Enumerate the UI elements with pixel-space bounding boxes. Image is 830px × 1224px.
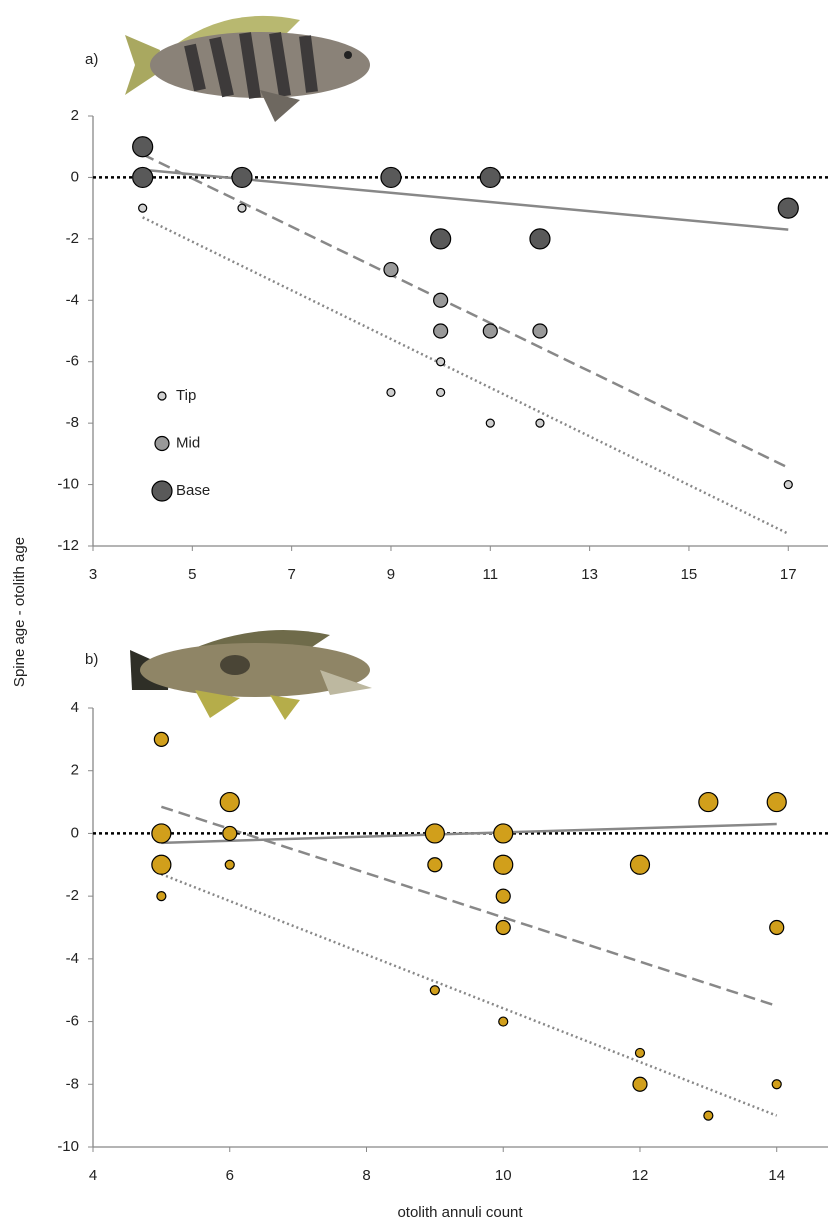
x-tick-label: 14 xyxy=(768,1167,785,1184)
fish-illustration-a xyxy=(125,15,370,122)
data-point xyxy=(493,854,514,875)
x-tick-label: 5 xyxy=(188,566,196,583)
data-point xyxy=(153,731,169,747)
legend-label: Tip xyxy=(176,387,196,404)
trend-line xyxy=(161,822,777,845)
y-tick-label: -4 xyxy=(66,291,79,308)
data-point xyxy=(529,228,551,250)
x-tick-label: 8 xyxy=(362,1167,370,1184)
y-tick-label: 2 xyxy=(71,107,79,124)
y-tick-label: -2 xyxy=(66,230,79,247)
data-point xyxy=(495,919,511,936)
x-tick-label: 13 xyxy=(581,566,598,583)
trend-line xyxy=(142,153,789,469)
data-point xyxy=(219,791,240,813)
data-point xyxy=(532,323,548,339)
trend-line xyxy=(160,805,778,1008)
data-point xyxy=(427,857,443,873)
y-tick-label: -6 xyxy=(66,1013,79,1030)
trend-line xyxy=(160,873,778,1117)
legend-marker xyxy=(154,435,170,452)
data-point xyxy=(493,823,514,844)
trend-line xyxy=(142,216,789,535)
x-tick-label: 17 xyxy=(780,566,797,583)
y-tick-label: -6 xyxy=(66,353,79,370)
data-point xyxy=(132,136,154,158)
x-tick-label: 6 xyxy=(226,1167,234,1184)
data-point xyxy=(430,228,452,250)
y-tick-label: -2 xyxy=(66,887,79,904)
fish-illustration-b xyxy=(130,630,372,720)
y-tick-label: -12 xyxy=(57,537,79,554)
legend-label: Mid xyxy=(176,434,200,451)
data-point xyxy=(634,1047,646,1059)
data-point xyxy=(777,197,799,219)
data-point xyxy=(151,823,172,844)
y-axis-label: Spine age - otolith age xyxy=(11,537,28,687)
x-tick-label: 11 xyxy=(483,566,499,583)
y-tick-label: 4 xyxy=(71,699,79,716)
legend-marker xyxy=(157,391,167,401)
data-point xyxy=(498,1016,509,1027)
data-point xyxy=(771,1079,782,1090)
data-point xyxy=(436,387,446,398)
y-tick-label: -10 xyxy=(57,476,79,493)
legend-marker xyxy=(151,480,173,502)
data-point xyxy=(482,323,498,339)
panel-label: a) xyxy=(85,51,98,68)
y-tick-label: -10 xyxy=(57,1138,79,1155)
y-tick-label: 2 xyxy=(71,762,79,779)
data-point xyxy=(433,323,449,339)
data-point xyxy=(495,888,511,904)
data-point xyxy=(766,791,787,813)
panel-label: b) xyxy=(85,651,98,668)
data-point xyxy=(783,479,793,490)
data-point xyxy=(769,919,785,936)
legend-label: Base xyxy=(176,482,210,499)
data-point xyxy=(380,166,402,189)
data-point xyxy=(222,825,238,842)
data-point xyxy=(629,854,651,875)
data-point xyxy=(383,261,399,278)
data-point xyxy=(698,791,719,813)
x-tick-label: 9 xyxy=(387,566,395,583)
x-tick-label: 10 xyxy=(495,1167,512,1184)
data-point xyxy=(485,418,495,428)
x-tick-label: 15 xyxy=(681,566,698,583)
data-point xyxy=(237,203,247,213)
y-tick-label: 0 xyxy=(71,824,79,841)
data-point xyxy=(156,891,167,902)
data-point xyxy=(433,292,449,308)
data-point xyxy=(703,1110,714,1121)
data-point xyxy=(138,203,148,213)
x-axis-label: otolith annuli count xyxy=(397,1204,523,1221)
data-point xyxy=(231,166,253,189)
data-point xyxy=(479,166,501,189)
data-point xyxy=(632,1076,648,1092)
data-point xyxy=(132,166,154,189)
data-point xyxy=(424,823,445,844)
data-point xyxy=(224,859,235,870)
x-tick-label: 3 xyxy=(89,566,97,583)
data-point xyxy=(429,985,440,996)
y-tick-label: 0 xyxy=(71,168,79,185)
x-tick-label: 4 xyxy=(89,1167,97,1184)
data-point xyxy=(535,418,545,428)
x-tick-label: 12 xyxy=(632,1167,649,1184)
x-tick-label: 7 xyxy=(287,566,295,583)
y-tick-label: -8 xyxy=(66,1075,79,1092)
data-point xyxy=(151,854,172,875)
y-tick-label: -8 xyxy=(66,414,79,431)
data-point xyxy=(436,357,446,367)
data-point xyxy=(386,387,396,398)
y-tick-label: -4 xyxy=(66,950,79,967)
